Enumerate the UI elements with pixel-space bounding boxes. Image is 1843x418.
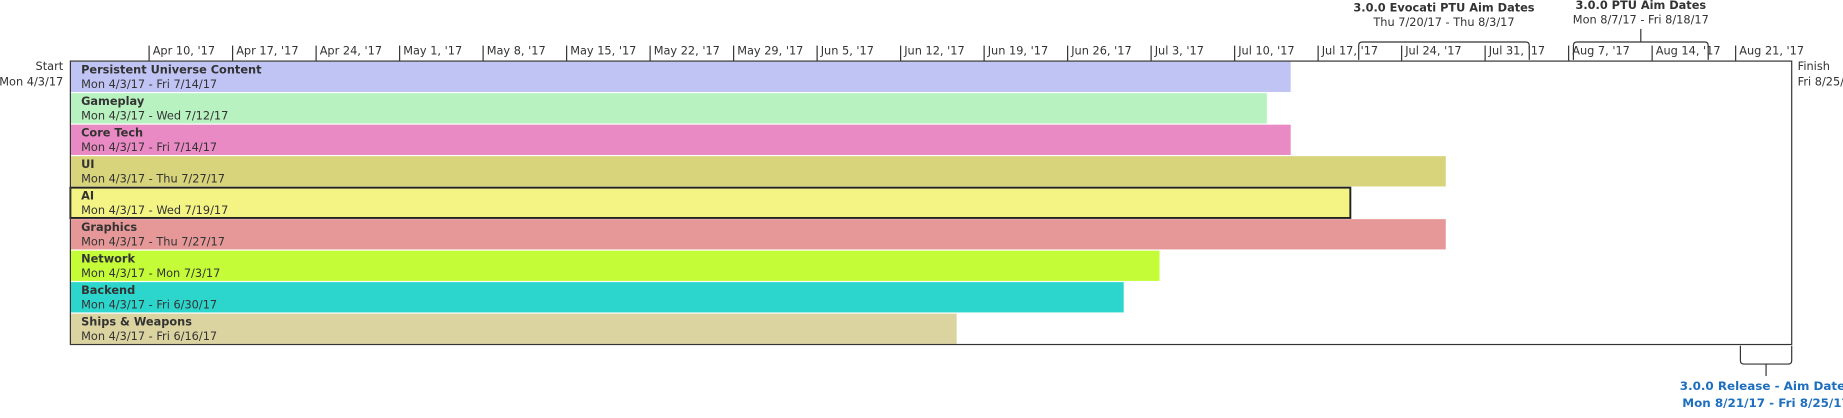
x-tick-label: Jul 3, '17 <box>1154 44 1204 58</box>
task-dates: Mon 4/3/17 - Fri 7/14/17 <box>81 140 217 154</box>
task-name: Gameplay <box>81 94 145 108</box>
start-label: Start <box>36 59 64 73</box>
x-tick-label: Jul 31, '17 <box>1488 44 1545 58</box>
task-bar <box>69 186 1352 219</box>
task-name: Backend <box>81 283 135 297</box>
task-dates: Mon 4/3/17 - Thu 7/27/17 <box>81 234 225 248</box>
task-name: AI <box>81 189 94 203</box>
task-bar <box>70 250 1160 281</box>
callout-dates: Thu 7/20/17 - Thu 8/3/17 <box>1372 15 1514 29</box>
task-bar <box>70 219 1446 250</box>
x-tick-label: May 8, '17 <box>487 44 546 58</box>
task-bar <box>70 313 957 344</box>
x-tick-label: Jun 19, '17 <box>987 44 1048 58</box>
x-tick-label: Jul 24, '17 <box>1404 44 1461 58</box>
task-dates: Mon 4/3/17 - Fri 6/16/17 <box>81 329 217 343</box>
start-date: Mon 4/3/17 <box>0 75 63 89</box>
x-tick-label: Aug 21, '17 <box>1739 44 1804 58</box>
task-bar <box>70 124 1291 155</box>
x-tick-label: Aug 7, '17 <box>1572 44 1630 58</box>
task-name: UI <box>81 157 94 171</box>
task-dates: Mon 4/3/17 - Wed 7/12/17 <box>81 108 228 122</box>
callout-title: 3.0.0 Release - Aim Dates <box>1680 379 1843 393</box>
x-tick-label: Jun 12, '17 <box>903 44 964 58</box>
task-dates: Mon 4/3/17 - Mon 7/3/17 <box>81 266 220 280</box>
task-name: Persistent Universe Content <box>81 63 262 77</box>
x-tick-label: May 29, '17 <box>737 44 803 58</box>
task-bar <box>70 61 1291 92</box>
x-tick-label: Aug 14, '17 <box>1656 44 1721 58</box>
finish-label: Finish <box>1798 59 1830 73</box>
callout-dates: Mon 8/7/17 - Fri 8/18/17 <box>1573 13 1709 27</box>
x-tick-label: Apr 24, '17 <box>320 44 382 58</box>
x-tick-label: Apr 10, '17 <box>153 44 215 58</box>
callout-bracket <box>1739 345 1793 365</box>
task-name: Graphics <box>81 220 137 234</box>
finish-date: Fri 8/25/17 <box>1798 75 1843 89</box>
x-tick-label: May 15, '17 <box>570 44 636 58</box>
x-tick-label: May 1, '17 <box>403 44 462 58</box>
task-dates: Mon 4/3/17 - Wed 7/19/17 <box>81 203 228 217</box>
task-name: Ships & Weapons <box>81 315 192 329</box>
task-bar <box>70 156 1446 187</box>
callout-bracket <box>1358 41 1530 60</box>
task-name: Core Tech <box>81 126 143 140</box>
task-dates: Mon 4/3/17 - Thu 7/27/17 <box>81 171 225 185</box>
task-bar <box>70 282 1124 313</box>
callout-title: 3.0.0 Evocati PTU Aim Dates <box>1353 1 1534 15</box>
x-tick-label: Apr 17, '17 <box>236 44 298 58</box>
x-tick-label: Jun 26, '17 <box>1070 44 1131 58</box>
x-tick-label: May 22, '17 <box>654 44 720 58</box>
timeline-frame <box>69 60 1793 346</box>
task-dates: Mon 4/3/17 - Fri 6/30/17 <box>81 297 217 311</box>
task-name: Network <box>81 252 135 266</box>
x-tick-label: Jun 5, '17 <box>820 44 874 58</box>
callout-title: 3.0.0 PTU Aim Dates <box>1575 0 1706 12</box>
task-bar <box>70 93 1267 124</box>
callout-dates: Mon 8/21/17 - Fri 8/25/17 <box>1682 396 1843 410</box>
task-dates: Mon 4/3/17 - Fri 7/14/17 <box>81 77 217 91</box>
x-tick-label: Jul 17, '17 <box>1321 44 1378 58</box>
x-tick-label: Jul 10, '17 <box>1237 44 1294 58</box>
